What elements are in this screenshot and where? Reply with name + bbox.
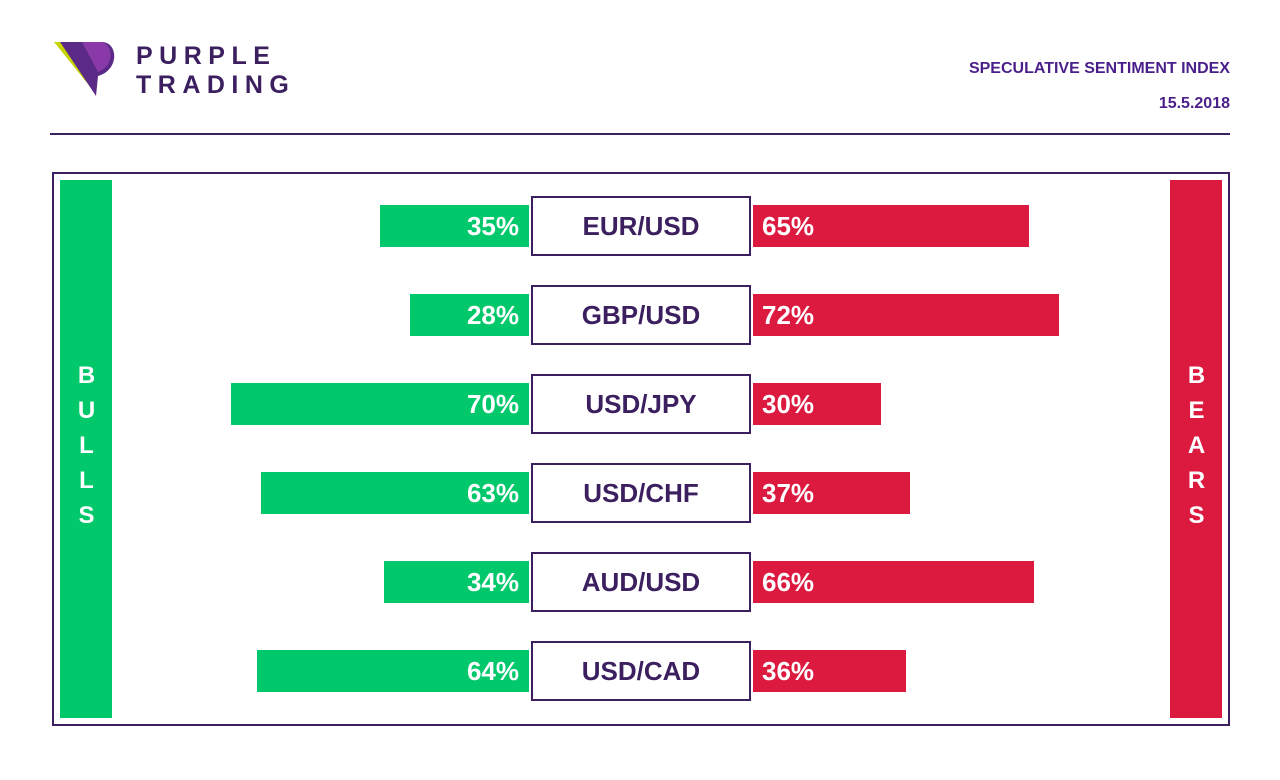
bull-value-label: 64% — [466, 655, 519, 686]
bull-bar-usd-chf: 63% — [261, 472, 529, 514]
pair-label-usd-chf: USD/CHF — [531, 463, 751, 523]
purple-trading-logo-icon — [54, 42, 115, 96]
brand-name-line2: TRADING — [136, 71, 296, 99]
bull-value-label: 35% — [466, 210, 519, 241]
bears-side-bar: BEARS — [1170, 180, 1222, 718]
chart-frame — [52, 172, 1230, 726]
bear-bar-gbp-usd: 72% — [753, 294, 1059, 336]
report-date: 15.5.2018 — [1158, 95, 1230, 112]
pair-label-usd-jpy: USD/JPY — [531, 374, 751, 434]
bulls-side-bar: BULLS — [60, 180, 112, 718]
bear-value-label: 65% — [762, 210, 815, 241]
bull-bar-usd-jpy: 70% — [231, 383, 529, 425]
bear-value-label: 30% — [762, 388, 815, 419]
bull-bar-aud-usd: 34% — [384, 561, 529, 603]
bear-value-label: 72% — [762, 299, 815, 330]
bear-value-label: 36% — [762, 655, 815, 686]
bear-bar-usd-chf: 37% — [753, 472, 910, 514]
pair-label-usd-cad: USD/CAD — [531, 641, 751, 701]
bear-bar-usd-jpy: 30% — [753, 383, 881, 425]
header-divider — [50, 133, 1230, 135]
brand-name: PURPLE TRADING — [136, 42, 295, 100]
bull-bar-usd-cad: 64% — [257, 650, 529, 692]
bull-bar-gbp-usd: 28% — [410, 294, 529, 336]
bull-value-label: 63% — [466, 477, 519, 508]
bulls-label: BULLS — [73, 361, 100, 537]
bear-bar-usd-cad: 36% — [753, 650, 906, 692]
bear-value-label: 66% — [762, 566, 815, 597]
brand-name-line1: PURPLE — [136, 42, 277, 70]
bears-label: BEARS — [1183, 361, 1210, 537]
bull-value-label: 70% — [466, 388, 519, 419]
bull-value-label: 34% — [466, 566, 519, 597]
bear-bar-aud-usd: 66% — [753, 561, 1034, 603]
bull-bar-eur-usd: 35% — [380, 205, 529, 247]
report-title: SPECULATIVE SENTIMENT INDEX — [968, 60, 1230, 77]
pair-label-eur-usd: EUR/USD — [531, 196, 751, 256]
pair-label-gbp-usd: GBP/USD — [531, 285, 751, 345]
bear-value-label: 37% — [762, 477, 815, 508]
pair-label-aud-usd: AUD/USD — [531, 552, 751, 612]
bull-value-label: 28% — [466, 299, 519, 330]
brand-logo: PURPLE TRADING — [52, 40, 302, 100]
report-header: SPECULATIVE SENTIMENT INDEX 15.5.2018 — [969, 58, 1230, 115]
bear-bar-eur-usd: 65% — [753, 205, 1029, 247]
